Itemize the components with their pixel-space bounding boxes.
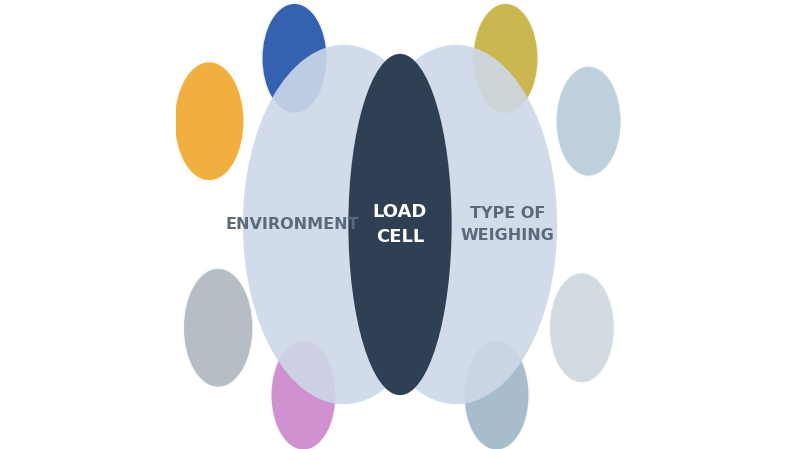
Text: LOAD
CELL: LOAD CELL: [373, 203, 427, 246]
Ellipse shape: [555, 65, 622, 177]
Text: TYPE OF
WEIGHING: TYPE OF WEIGHING: [461, 207, 554, 242]
Ellipse shape: [174, 61, 245, 182]
Ellipse shape: [270, 339, 337, 449]
Ellipse shape: [548, 272, 615, 384]
Ellipse shape: [261, 2, 328, 114]
Ellipse shape: [182, 267, 254, 388]
Ellipse shape: [243, 45, 445, 404]
PathPatch shape: [348, 54, 452, 395]
Ellipse shape: [355, 45, 557, 404]
Ellipse shape: [472, 2, 539, 114]
Text: ENVIRONMENT: ENVIRONMENT: [226, 217, 359, 232]
Ellipse shape: [463, 339, 530, 449]
